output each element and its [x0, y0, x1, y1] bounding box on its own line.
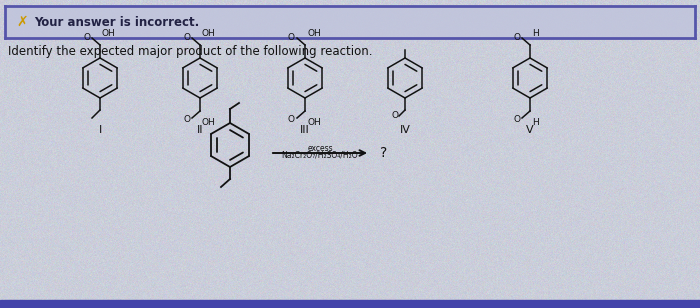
Text: O: O [513, 33, 520, 42]
Bar [5, 6, 695, 38]
Text: O: O [183, 33, 190, 42]
Text: O: O [288, 33, 295, 42]
Text: IV: IV [400, 125, 410, 135]
Text: H: H [532, 118, 539, 127]
Text: ?: ? [380, 146, 387, 160]
Text: OH: OH [307, 118, 321, 127]
Text: OH: OH [102, 29, 116, 38]
Text: Na₂Cr₂O₇/H₂SO₄/H₂O: Na₂Cr₂O₇/H₂SO₄/H₂O [281, 151, 358, 160]
Text: excess: excess [307, 144, 332, 153]
Text: Identify the expected major product of the following reaction.: Identify the expected major product of t… [8, 45, 372, 58]
Text: O: O [84, 33, 91, 42]
Text: O: O [183, 115, 190, 124]
Text: II: II [197, 125, 203, 135]
Text: H: H [532, 29, 539, 38]
Text: OH: OH [307, 29, 321, 38]
Text: V: V [526, 125, 534, 135]
Text: OH: OH [202, 118, 216, 127]
Text: OH: OH [202, 29, 216, 38]
Bar [0, 300, 700, 308]
Text: O: O [513, 115, 520, 124]
Text: O: O [288, 115, 295, 124]
Text: ✗: ✗ [16, 15, 28, 29]
Text: III: III [300, 125, 310, 135]
Text: I: I [99, 125, 101, 135]
Text: O: O [391, 111, 398, 120]
Text: Your answer is incorrect.: Your answer is incorrect. [34, 15, 200, 29]
